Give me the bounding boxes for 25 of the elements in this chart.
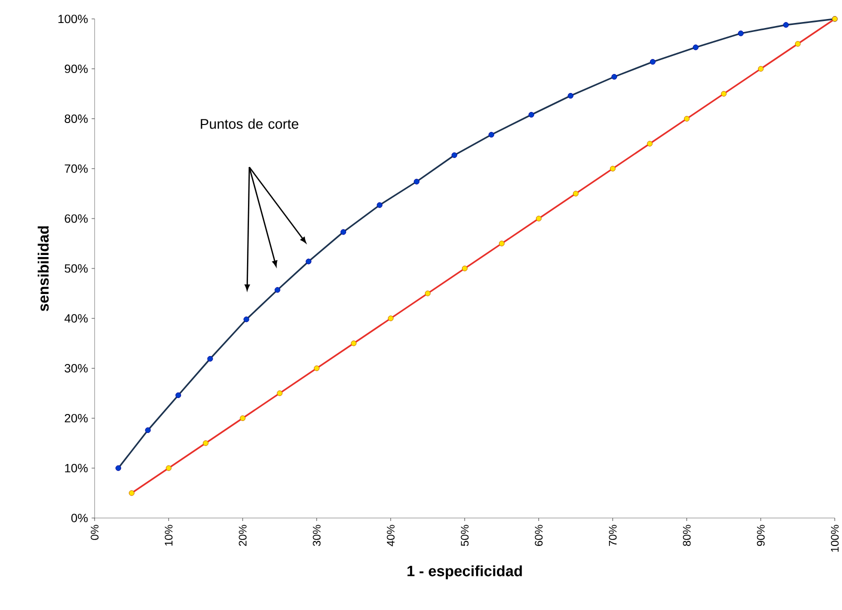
y-axis-title: sensibilidad (38, 226, 49, 312)
x-tick-label: 20% (238, 525, 247, 546)
y-tick-label: 70% (64, 164, 88, 174)
y-tick-label: 80% (64, 114, 88, 124)
y-tick-label: 50% (64, 264, 88, 273)
x-tick-label: 50% (460, 525, 469, 546)
y-tick-label: 20% (64, 414, 88, 423)
x-tick-label: 0% (90, 525, 99, 540)
x-tick-label: 60% (534, 525, 543, 546)
x-tick-label: 30% (312, 525, 321, 546)
x-tick-label: 80% (682, 525, 691, 546)
x-tick-label: 100% (830, 525, 839, 552)
y-tick-label: 10% (65, 464, 88, 472)
y-tick-label: 60% (64, 214, 88, 223)
y-tick-label: 40% (64, 314, 88, 323)
x-tick-label: 10% (164, 525, 173, 546)
y-tick-label: 100% (58, 14, 88, 24)
x-axis-title: 1 - especificidad (408, 566, 522, 580)
x-tick-label: 40% (386, 525, 395, 546)
annotation: Puntos de corte (200, 118, 298, 130)
y-tick-label: 0% (71, 514, 88, 522)
x-tick-label: 70% (608, 525, 617, 546)
x-tick-label: 90% (756, 525, 765, 546)
y-tick-label: 90% (64, 64, 88, 74)
y-tick-label: 30% (64, 364, 88, 373)
